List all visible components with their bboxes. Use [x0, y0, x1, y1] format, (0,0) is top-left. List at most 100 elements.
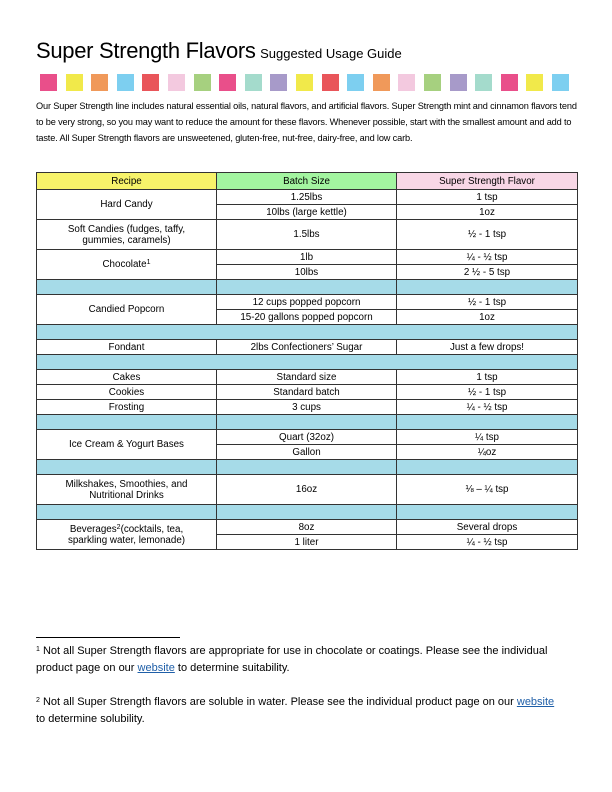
- page-title: Super Strength Flavors Suggested Usage G…: [36, 38, 402, 64]
- table-row: Hard Candy 1.25lbs 1 tsp: [36, 189, 578, 220]
- color-swatch: [500, 74, 518, 91]
- color-swatch: [372, 74, 390, 91]
- flavor-cell: 1oz: [396, 204, 578, 220]
- color-swatch: [167, 74, 185, 91]
- flavor-cell: ¼ - ½ tsp: [396, 249, 578, 265]
- recipe-text: Chocolate: [102, 259, 147, 270]
- recipe-cell: Frosting: [36, 399, 217, 415]
- header-flavor: Super Strength Flavor: [396, 172, 578, 190]
- table-header-row: Recipe Batch Size Super Strength Flavor: [36, 172, 578, 190]
- recipe-cell: Milkshakes, Smoothies, and Nutritional D…: [36, 474, 217, 505]
- website-link[interactable]: website: [137, 662, 175, 674]
- table-row: Frosting 3 cups ¼ - ½ tsp: [36, 399, 578, 415]
- flavor-cell: ¼ tsp: [396, 429, 578, 445]
- color-swatch: [295, 74, 313, 91]
- recipe-cell: Fondant: [36, 339, 217, 355]
- color-swatch: [193, 74, 211, 91]
- recipe-cell: Cookies: [36, 384, 217, 400]
- footnote-number: 1: [36, 646, 40, 653]
- color-swatch: [219, 74, 237, 91]
- table-row: Cakes Standard size 1 tsp: [36, 369, 578, 385]
- batch-cell: 16oz: [216, 474, 397, 505]
- table-row: Ice Cream & Yogurt Bases Quart (32oz) ¼ …: [36, 429, 578, 460]
- batch-cell: 1.25lbs: [216, 189, 397, 205]
- table-row: Chocolate1 1lb ¼ - ½ tsp: [36, 249, 578, 280]
- flavor-cell: 1oz: [396, 309, 578, 325]
- table-row: 10lbs 2 ½ - 5 tsp: [37, 264, 578, 280]
- table-row: Candied Popcorn 12 cups popped popcorn ½…: [36, 294, 578, 325]
- table-row: Gallon ¼oz: [37, 444, 578, 460]
- batch-cell: 10lbs (large kettle): [216, 204, 397, 220]
- flavor-cell: ¼ - ½ tsp: [396, 534, 578, 550]
- batch-cell: 1lb: [216, 249, 397, 265]
- color-swatch: [244, 74, 262, 91]
- color-swatch: [449, 74, 467, 91]
- separator-row: [36, 324, 578, 340]
- color-swatch-strip: [40, 74, 569, 91]
- header-batch-size: Batch Size: [216, 172, 397, 190]
- footnote-text: to determine suitability.: [174, 662, 290, 674]
- table-row: Milkshakes, Smoothies, and Nutritional D…: [36, 474, 578, 505]
- batch-cell: 3 cups: [216, 399, 397, 415]
- footnote-divider: [36, 637, 180, 638]
- batch-cell: Standard size: [216, 369, 397, 385]
- batch-cell: 8oz: [216, 519, 397, 535]
- footnote-text: Not all Super Strength flavors are solub…: [42, 696, 517, 708]
- batch-cell: 2lbs Confectioners’ Sugar: [216, 339, 397, 355]
- color-swatch: [526, 74, 544, 91]
- color-swatch: [91, 74, 109, 91]
- color-swatch: [270, 74, 288, 91]
- color-swatch: [116, 74, 134, 91]
- intro-paragraph: Our Super Strength line includes natural…: [36, 101, 577, 143]
- flavor-cell: ½ - 1 tsp: [396, 384, 578, 400]
- flavor-cell: Just a few drops!: [396, 339, 578, 355]
- color-swatch: [142, 74, 160, 91]
- table-row: Soft Candies (fudges, taffy, gummies, ca…: [36, 219, 578, 250]
- flavor-cell: 1 tsp: [396, 189, 578, 205]
- table-row: Cookies Standard batch ½ - 1 tsp: [36, 384, 578, 400]
- recipe-cell: Soft Candies (fudges, taffy, gummies, ca…: [36, 219, 217, 250]
- flavor-cell: 2 ½ - 5 tsp: [396, 264, 578, 280]
- recipe-cell: Chocolate1: [36, 249, 217, 280]
- color-swatch: [321, 74, 339, 91]
- batch-cell: 12 cups popped popcorn: [216, 294, 397, 310]
- footnote-ref: 1: [146, 259, 151, 266]
- website-link[interactable]: website: [516, 696, 555, 708]
- recipe-cell: Beverages2(cocktails, tea, sparkling wat…: [36, 519, 217, 550]
- flavor-cell: ⅛ – ¼ tsp: [396, 474, 578, 505]
- batch-cell: 10lbs: [216, 264, 397, 280]
- batch-cell: 15-20 gallons popped popcorn: [216, 309, 397, 325]
- footnote-text: Not all Super Strength flavors are appro…: [36, 645, 548, 674]
- table-row: Beverages2(cocktails, tea, sparkling wat…: [36, 519, 578, 550]
- separator-row: [36, 354, 578, 370]
- recipe-cell: Cakes: [36, 369, 217, 385]
- table-row: 1 liter ¼ - ½ tsp: [37, 534, 578, 550]
- flavor-cell: ¼oz: [396, 444, 578, 460]
- flavor-cell: Several drops: [396, 519, 578, 535]
- batch-cell: 1 liter: [216, 534, 397, 550]
- separator-row: [36, 504, 578, 520]
- header-recipe: Recipe: [36, 172, 217, 190]
- title-main: Super Strength Flavors: [36, 38, 256, 63]
- color-swatch: [347, 74, 365, 91]
- separator-row: [36, 414, 578, 430]
- table-row: 10lbs (large kettle) 1oz: [37, 204, 578, 220]
- flavor-cell: ½ - 1 tsp: [396, 219, 578, 250]
- footnote-2: 2 Not all Super Strength flavors are sol…: [36, 694, 566, 728]
- batch-cell: Quart (32oz): [216, 429, 397, 445]
- recipe-cell: Hard Candy: [36, 189, 217, 220]
- recipe-text: Beverages: [69, 523, 117, 535]
- flavor-cell: ½ - 1 tsp: [396, 294, 578, 310]
- color-swatch: [551, 74, 569, 91]
- color-swatch: [40, 74, 57, 91]
- flavor-cell: ¼ - ½ tsp: [396, 399, 578, 415]
- recipe-cell: Ice Cream & Yogurt Bases: [36, 429, 217, 460]
- footnote-text: to determine solubility.: [36, 713, 145, 725]
- title-subtitle: Suggested Usage Guide: [260, 46, 402, 61]
- separator-row: [36, 459, 578, 475]
- footnote-1: 1 Not all Super Strength flavors are app…: [36, 643, 566, 677]
- footnote-ref: 2: [116, 523, 121, 531]
- table-row: Fondant 2lbs Confectioners’ Sugar Just a…: [36, 339, 578, 355]
- batch-cell: Standard batch: [216, 384, 397, 400]
